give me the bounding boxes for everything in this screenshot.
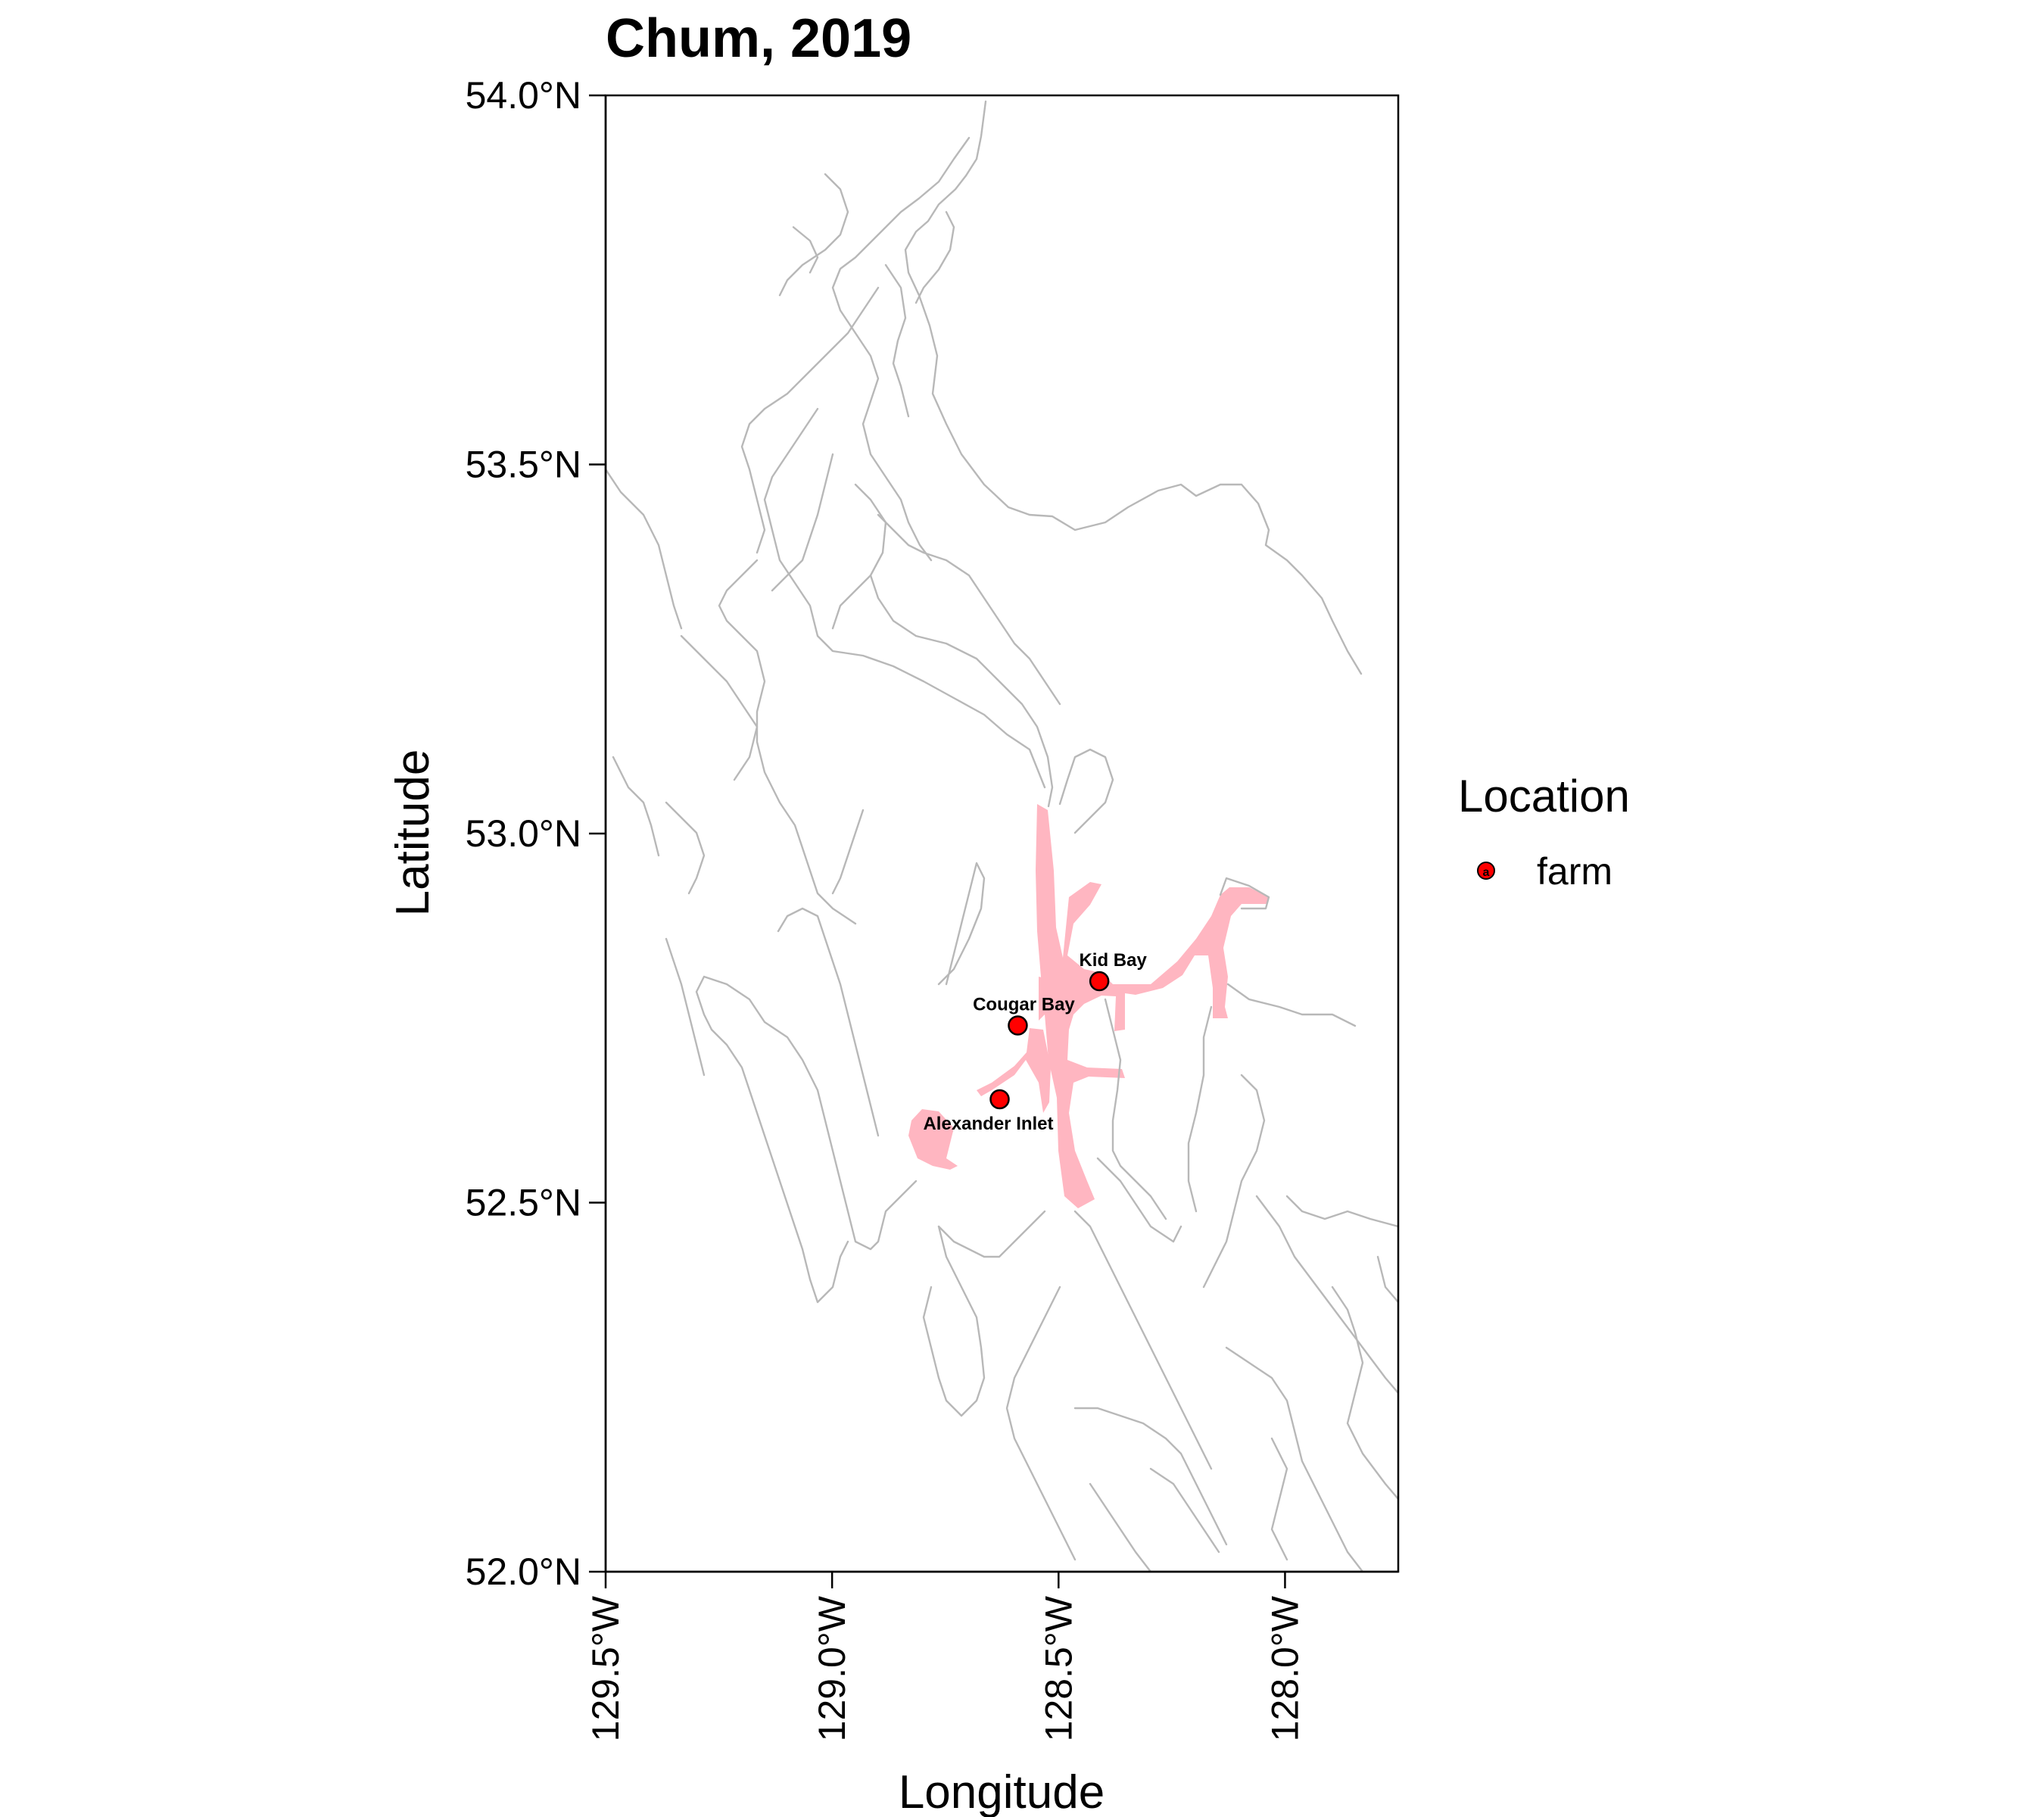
legend: Location a farm (1458, 771, 1630, 893)
y-axis: 54.0°N 53.5°N 53.0°N 52.5°N 52.0°N (466, 74, 607, 1593)
farm-label: Kid Bay (1079, 950, 1147, 971)
farm-point (1008, 1015, 1028, 1036)
x-tick-label: 128.5°W (1037, 1595, 1080, 1741)
x-axis-title: Longitude (899, 1766, 1105, 1817)
y-tick-label: 53.5°N (466, 444, 581, 486)
farm-point (1089, 971, 1110, 992)
map-panel (606, 95, 1398, 1572)
shaded-water-region (908, 804, 1269, 1208)
legend-label-farm: farm (1537, 850, 1612, 893)
y-tick-label: 52.0°N (466, 1551, 581, 1593)
x-tick-label: 128.0°W (1263, 1595, 1306, 1741)
chart-title: Chum, 2019 (606, 8, 911, 69)
coastline (606, 100, 1398, 1572)
farm-point (989, 1089, 1010, 1110)
legend-key-glyph: a (1483, 866, 1490, 879)
y-tick-label: 52.5°N (466, 1182, 581, 1224)
y-tick-label: 53.0°N (466, 812, 581, 855)
farm-points: Kid Bay Cougar Bay Alexander Inlet (923, 950, 1147, 1134)
x-tick-label: 129.0°W (811, 1595, 853, 1741)
farm-label: Alexander Inlet (923, 1114, 1053, 1134)
farm-label: Cougar Bay (973, 995, 1075, 1015)
x-axis: 129.5°W 129.0°W 128.5°W 128.0°W (584, 1570, 1398, 1741)
legend-key-farm (1477, 862, 1495, 880)
legend-title: Location (1458, 771, 1630, 821)
x-tick-label: 129.5°W (584, 1595, 627, 1741)
y-tick-label: 54.0°N (466, 74, 581, 117)
y-axis-title: Latitude (387, 750, 439, 917)
